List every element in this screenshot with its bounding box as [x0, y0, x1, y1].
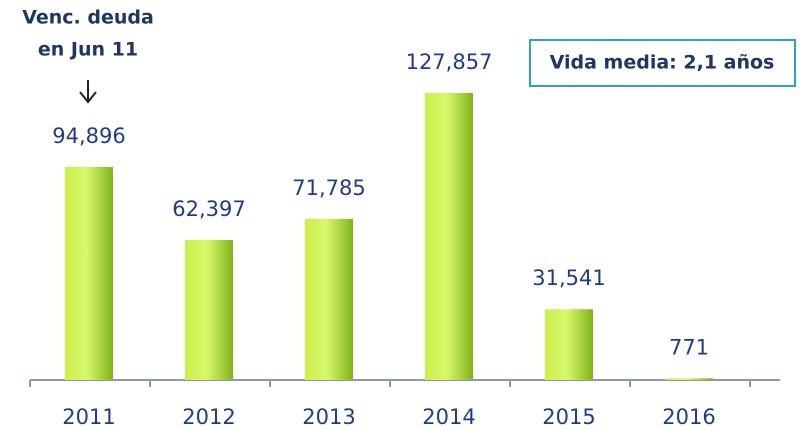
value-label: 31,541	[532, 266, 605, 290]
value-label: 71,785	[292, 176, 365, 200]
annotation: Venc. deuda	[22, 7, 154, 29]
arrow	[79, 80, 97, 104]
bar	[185, 239, 233, 380]
note-box	[529, 39, 796, 87]
bar	[665, 378, 713, 380]
bar	[65, 166, 113, 380]
x-tick-label: 2013	[302, 405, 355, 429]
x-tick-label: 2016	[662, 405, 715, 429]
x-tick-label: 2014	[422, 405, 475, 429]
x-tick-label: 2012	[182, 405, 235, 429]
x-tick-label: 2015	[542, 405, 595, 429]
value-label: 94,896	[52, 124, 125, 148]
value-label: 771	[669, 335, 709, 359]
note: Vida media: 2,1 años	[550, 52, 775, 74]
bar	[425, 93, 473, 380]
annotation: en Jun 11	[38, 39, 138, 61]
bar	[305, 218, 353, 380]
value-label: 62,397	[172, 197, 245, 221]
value-label: 127,857	[406, 50, 493, 74]
bar	[545, 309, 593, 380]
x-tick-label: 2011	[62, 405, 115, 429]
